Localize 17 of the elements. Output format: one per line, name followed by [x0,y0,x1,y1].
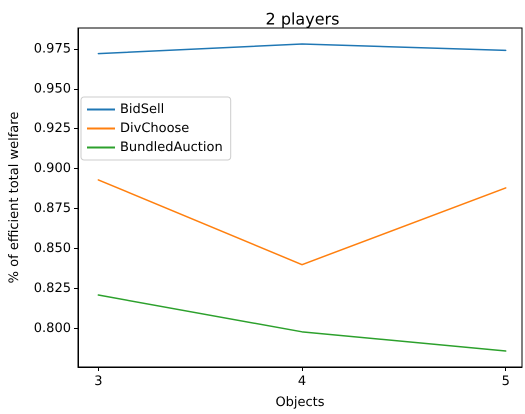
y-tick-label: 0.975 [34,41,71,56]
x-tick-label: 3 [94,374,103,389]
y-tick-label: 0.800 [34,321,71,336]
legend-label: BidSell [120,102,164,117]
y-tick-label: 0.925 [34,121,71,136]
legend-label: BundledAuction [120,140,223,155]
y-tick-label: 0.900 [34,161,71,176]
legend-label: DivChoose [120,121,190,136]
y-tick-label: 0.850 [34,241,71,256]
y-tick-label: 0.825 [34,281,71,296]
x-tick-label: 4 [298,374,306,389]
x-tick-label: 5 [502,374,510,389]
y-tick-label: 0.950 [34,81,71,96]
y-axis-title: % of efficient total welfare [7,112,22,284]
chart-title: 2 players [266,10,340,28]
y-tick-label: 0.875 [34,201,71,216]
x-axis-title: Objects [275,395,325,410]
